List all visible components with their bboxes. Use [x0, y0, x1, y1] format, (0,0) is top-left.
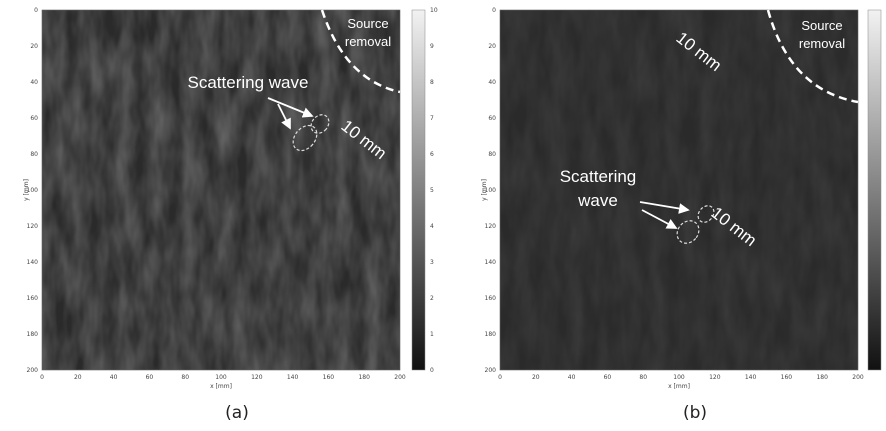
y-tick-label: 100: [485, 187, 497, 194]
x-tick-label: 20: [74, 374, 82, 381]
colorbar-tick-label: 9: [430, 43, 434, 50]
y-tick-label: 200: [485, 367, 497, 374]
x-tick-label: 120: [709, 374, 721, 381]
x-tick-label: 100: [673, 374, 685, 381]
panel-caption: (b): [683, 403, 707, 423]
colorbar-tick-label: 2: [430, 295, 434, 302]
y-tick-label: 40: [30, 79, 38, 86]
x-tick-label: 60: [604, 374, 612, 381]
x-tick-label: 40: [110, 374, 118, 381]
y-tick-label: 120: [27, 223, 39, 230]
source-removal-label: removal: [799, 36, 845, 51]
plot-frame: [41, 9, 401, 371]
x-tick-label: 180: [358, 374, 370, 381]
y-tick-label: 60: [488, 115, 496, 122]
scatter-region: [310, 114, 330, 134]
annotation-arrow: [267, 97, 314, 118]
colorbar-tick-label: 7: [430, 115, 434, 122]
y-axis-label: y [mm]: [23, 179, 30, 201]
colorbar-tick-label: 4: [430, 223, 434, 230]
scatter-region: [292, 124, 318, 152]
colorbar-tick-label: 0: [430, 367, 434, 374]
scatter-region: [697, 205, 715, 223]
x-tick-label: 0: [40, 374, 44, 381]
annotation-arrow: [277, 103, 291, 130]
colorbar: [411, 9, 426, 371]
x-tick-label: 80: [181, 374, 189, 381]
x-tick-label: 200: [394, 374, 406, 381]
x-tick-label: 40: [568, 374, 576, 381]
x-tick-label: 140: [287, 374, 299, 381]
y-tick-label: 140: [27, 259, 39, 266]
y-tick-label: 60: [30, 115, 38, 122]
y-tick-label: 0: [34, 7, 38, 14]
colorbar-tick-label: 8: [430, 79, 434, 86]
y-tick-label: 0: [492, 7, 496, 14]
source-removal-boundary: [766, 9, 859, 104]
colorbar-tick-label: 1: [430, 331, 434, 338]
y-tick-label: 20: [30, 43, 38, 50]
image-texture: [500, 10, 858, 370]
x-tick-label: 160: [781, 374, 793, 381]
source-removal-label: Source: [801, 18, 842, 33]
x-tick-label: 20: [532, 374, 540, 381]
x-tick-label: 180: [816, 374, 828, 381]
image-texture: [42, 10, 400, 370]
y-tick-label: 200: [27, 367, 39, 374]
y-tick-label: 100: [27, 187, 39, 194]
scattering-wave-label: Scattering wave: [188, 73, 309, 92]
y-tick-label: 140: [485, 259, 497, 266]
source-removal-boundary: [320, 9, 401, 94]
x-tick-label: 100: [215, 374, 227, 381]
scattering-wave-label: Scattering: [560, 167, 637, 186]
y-tick-label: 20: [488, 43, 496, 50]
y-tick-label: 80: [488, 151, 496, 158]
x-tick-label: 160: [323, 374, 335, 381]
x-tick-label: 60: [146, 374, 154, 381]
y-tick-label: 40: [488, 79, 496, 86]
y-tick-label: 160: [485, 295, 497, 302]
x-tick-label: 140: [745, 374, 757, 381]
y-axis-label: y [mm]: [481, 179, 488, 201]
y-tick-label: 120: [485, 223, 497, 230]
y-tick-label: 180: [27, 331, 39, 338]
y-tick-label: 180: [485, 331, 497, 338]
x-axis-label: x [mm]: [668, 383, 690, 390]
y-tick-label: 80: [30, 151, 38, 158]
x-tick-label: 80: [639, 374, 647, 381]
colorbar-tick-label: 3: [430, 259, 434, 266]
colorbar-tick-label: 10: [430, 7, 438, 14]
source-removal-label: removal: [345, 34, 391, 49]
plot-frame: [499, 9, 859, 371]
annotation-arrow: [639, 201, 690, 214]
colorbar-tick-label: 6: [430, 151, 434, 158]
x-axis-label: x [mm]: [210, 383, 232, 390]
colorbar: [867, 9, 882, 371]
panel-caption: (a): [225, 403, 249, 423]
x-tick-label: 0: [498, 374, 502, 381]
annotation-arrow: [641, 209, 678, 229]
y-tick-label: 160: [27, 295, 39, 302]
colorbar-tick-label: 5: [430, 187, 434, 194]
source-removal-label: Source: [347, 16, 388, 31]
scattering-wave-label: wave: [577, 191, 618, 210]
x-tick-label: 200: [852, 374, 864, 381]
x-tick-label: 120: [251, 374, 263, 381]
